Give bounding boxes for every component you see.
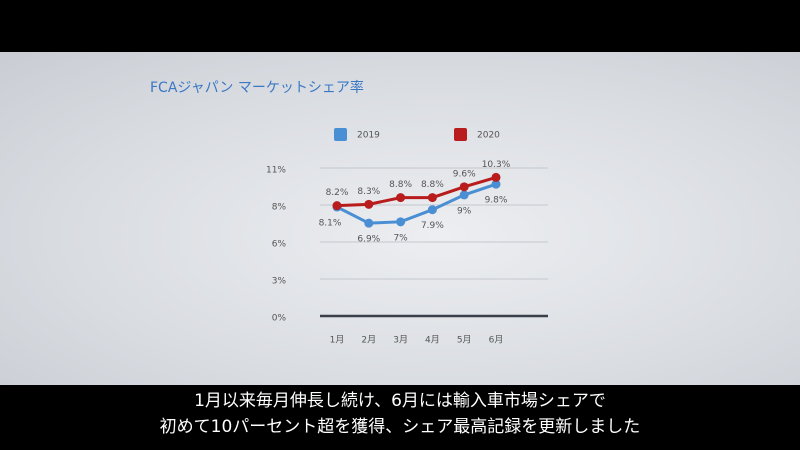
chart-title: FCAジャパン マーケットシェア率 [150,79,364,96]
point [427,193,437,203]
point [459,190,469,200]
line [336,175,497,208]
point [364,218,374,228]
value-label: 8.8% [421,180,444,190]
value-label: 7.9% [421,221,444,231]
value-label: 9.8% [485,196,508,206]
y-tick-label: 8% [272,203,287,213]
value-label: 8.8% [389,180,412,190]
x-tick-label: 3月 [393,335,408,346]
x-tick-label: 6月 [489,335,504,346]
subtitle: 1月以来毎月伸長し続け、6月には輸入車市場シェアで 初めて10パーセント超を獲得… [0,388,800,440]
x-tick-label: 4月 [425,335,440,346]
subtitle-line: 初めて10パーセント超を獲得、シェア最高記録を更新しました [159,417,641,437]
legend-label: 2020 [477,131,500,141]
legend-swatch [454,128,467,141]
y-tick-label: 3% [272,277,287,287]
point [396,217,406,227]
value-label: 10.3% [482,160,511,170]
value-label: 8.3% [357,187,380,197]
point [491,172,501,182]
point [364,199,374,209]
point [396,193,406,203]
subtitle-line: 1月以来毎月伸長し続け、6月には輸入車市場シェアで [194,391,606,411]
value-label: 9.6% [453,169,476,179]
value-label: 8.2% [326,188,349,198]
value-label: 6.9% [357,235,380,245]
point [491,179,501,189]
value-label: 9% [457,206,472,216]
y-tick-label: 0% [272,314,287,324]
value-label: 7% [393,233,408,243]
y-tick-label: 6% [272,240,287,250]
x-tick-label: 5月 [457,335,472,346]
point [459,182,469,192]
point [332,201,342,211]
value-label: 8.1% [319,219,342,229]
line [336,182,497,225]
point [427,205,437,215]
legend-label: 2019 [357,131,380,141]
legend-swatch [334,128,347,141]
x-tick-label: 1月 [330,335,345,346]
x-tick-label: 2月 [361,335,376,346]
y-tick-label: 11% [266,166,286,176]
